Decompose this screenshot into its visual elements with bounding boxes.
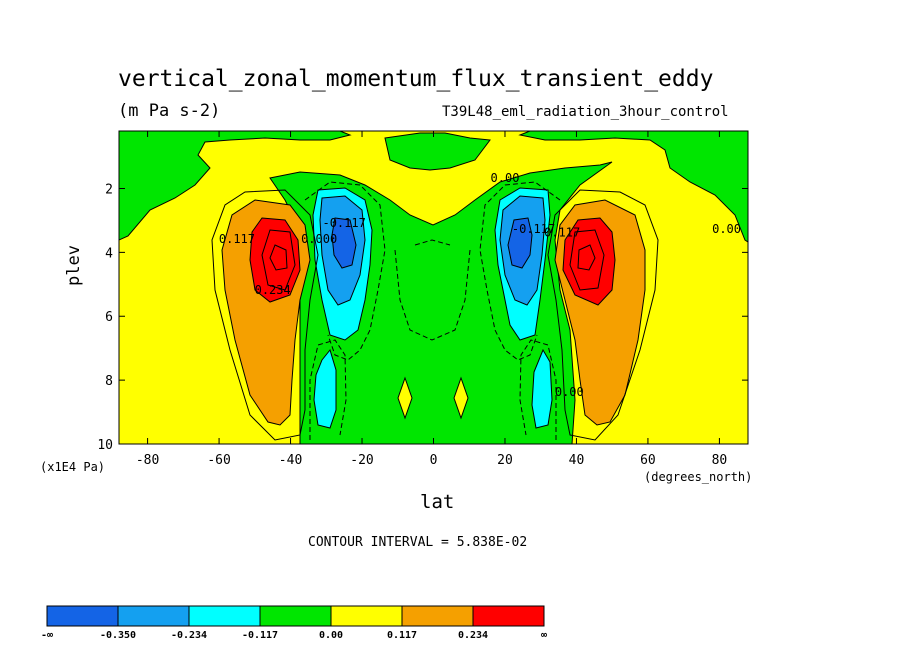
colorbar-swatch (472, 605, 545, 627)
plot-field (119, 131, 748, 444)
positive-contours (211, 189, 659, 441)
y-tick-label: 8 (105, 374, 113, 389)
contour-label: -0.117 (512, 222, 555, 236)
y-axis-scale-label: (x1E4 Pa) (40, 460, 106, 474)
x-tick-label: 20 (497, 453, 513, 468)
contour-interval-note: CONTOUR INTERVAL = 5.838E-02 (308, 535, 528, 550)
contour-label: 0.00 (555, 385, 584, 399)
field-blue-sh (331, 217, 357, 269)
colorbar-swatch (188, 605, 261, 627)
x-tick-label: 60 (640, 453, 656, 468)
y-axis-ticks: 2 4 6 8 10 (97, 182, 748, 453)
field-red-sh (249, 217, 301, 303)
field-yellow-diamond-right (453, 376, 469, 420)
field-blue-nh (507, 217, 533, 269)
field-cyan-sh-lower (313, 348, 337, 429)
contour-label: 0.117 (219, 232, 255, 246)
x-axis-units-label: (degrees_north) (644, 470, 753, 484)
colorbar-swatch (46, 605, 119, 627)
x-tick-label: -80 (136, 453, 159, 468)
field-green-center-top (384, 132, 491, 171)
colorbar-label: -0.117 (242, 630, 278, 641)
x-tick-label: 0 (430, 453, 438, 468)
contour-label: -0.117 (322, 216, 365, 230)
colorbar-swatch (117, 605, 190, 627)
y-tick-label: 4 (105, 246, 113, 261)
x-tick-label: -40 (279, 453, 302, 468)
colorbar-label: 0.234 (458, 630, 488, 641)
colorbar-label: -0.350 (100, 630, 136, 641)
contour-label: 0.000 (301, 232, 337, 246)
x-tick-label: -60 (207, 453, 230, 468)
y-tick-label: 6 (105, 310, 113, 325)
colorbar-swatch (330, 605, 403, 627)
colorbar-swatch (259, 605, 332, 627)
contour-label: 0.234 (255, 283, 291, 297)
field-cyan-nh-lower (531, 348, 553, 429)
contour-label: 0.00 (491, 171, 520, 185)
negative-contours (304, 181, 561, 440)
x-tick-label: 80 (712, 453, 728, 468)
contour-label: 0.117 (544, 225, 580, 239)
colorbar: -∞ -0.350 -0.234 -0.117 0.00 0.117 0.234 ∞ (41, 605, 547, 641)
x-tick-label: 40 (569, 453, 585, 468)
field-green-top-right (518, 131, 748, 243)
y-tick-label: 2 (105, 182, 113, 197)
colorbar-label: -0.234 (171, 630, 207, 641)
field-green-top-left (119, 131, 352, 241)
chart-units: (m Pa s-2) (118, 101, 221, 121)
chart-title: vertical_zonal_momentum_flux_transient_e… (118, 66, 714, 92)
field-yellow-diamond-left (397, 376, 413, 420)
colorbar-label: -∞ (41, 630, 53, 641)
colorbar-label: 0.00 (319, 630, 343, 641)
colorbar-label: ∞ (541, 630, 547, 641)
x-axis-label: lat (420, 491, 455, 513)
x-tick-label: -20 (350, 453, 373, 468)
y-tick-label: 10 (97, 438, 113, 453)
contour-label: 0.00 (712, 222, 741, 236)
chart-subtitle: T39L48_eml_radiation_3hour_control (442, 104, 729, 120)
colorbar-swatch (401, 605, 474, 627)
x-axis-ticks: -80 -60 -40 -20 0 20 40 60 80 (136, 131, 727, 468)
colorbar-label: 0.117 (387, 630, 417, 641)
field-red-nh (562, 217, 616, 306)
